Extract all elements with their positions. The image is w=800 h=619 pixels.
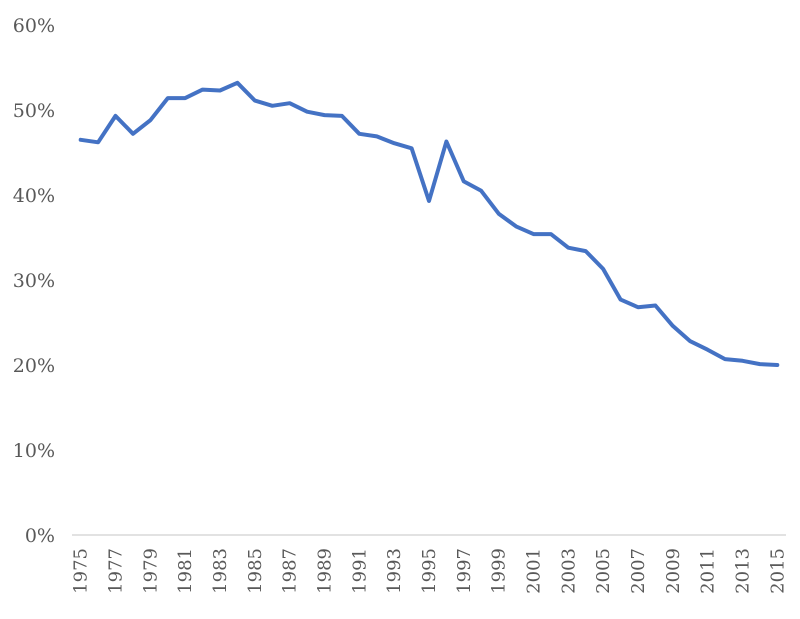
data-point	[96, 140, 100, 144]
data-point	[653, 304, 657, 308]
data-point	[444, 140, 448, 144]
data-point	[427, 199, 431, 203]
y-axis-tick-labels: 0% 10% 20% 30% 40% 50% 60%	[13, 15, 55, 547]
series-layer	[78, 80, 780, 367]
data-point	[532, 232, 536, 236]
data-point	[410, 146, 414, 150]
data-point	[253, 99, 257, 103]
data-point	[375, 134, 379, 138]
data-point	[166, 96, 170, 100]
data-point	[340, 114, 344, 118]
data-point	[619, 298, 623, 302]
data-point	[462, 179, 466, 183]
x-tick-label: 1989	[315, 548, 336, 594]
x-tick-label: 1981	[175, 548, 196, 594]
data-point	[723, 357, 727, 361]
data-point	[114, 114, 118, 118]
x-tick-label: 2005	[593, 548, 614, 594]
data-point	[79, 138, 83, 142]
x-tick-label: 1977	[106, 548, 127, 594]
y-tick-label: 60%	[13, 15, 55, 37]
x-tick-label: 2001	[523, 548, 544, 594]
data-point	[148, 118, 152, 122]
data-point	[566, 246, 570, 250]
data-point	[706, 348, 710, 352]
data-point	[235, 81, 239, 85]
y-tick-label: 30%	[13, 270, 55, 292]
x-tick-label: 2009	[663, 548, 684, 594]
data-point	[636, 305, 640, 309]
x-tick-label: 1975	[71, 548, 92, 594]
data-point	[497, 212, 501, 216]
y-tick-label: 0%	[25, 525, 55, 547]
data-point	[514, 224, 518, 228]
x-tick-label: 2007	[628, 548, 649, 594]
data-point	[601, 267, 605, 271]
data-point	[479, 189, 483, 193]
x-tick-label: 1997	[454, 548, 475, 594]
x-tick-label: 1993	[384, 548, 405, 594]
y-tick-label: 10%	[13, 440, 55, 462]
data-point	[323, 113, 327, 117]
data-point	[131, 132, 135, 136]
y-tick-label: 20%	[13, 355, 55, 377]
data-point	[392, 141, 396, 145]
x-tick-label: 1987	[280, 548, 301, 594]
x-tick-label: 1991	[349, 548, 370, 594]
x-tick-label: 2013	[732, 548, 753, 594]
data-point	[288, 101, 292, 105]
data-point	[671, 324, 675, 328]
data-point	[584, 249, 588, 253]
data-point	[758, 362, 762, 366]
x-tick-label: 2011	[698, 548, 719, 594]
data-point	[305, 110, 309, 114]
x-tick-label: 1985	[245, 548, 266, 594]
data-point	[218, 89, 222, 93]
x-tick-label: 1995	[419, 548, 440, 594]
y-tick-label: 50%	[13, 100, 55, 122]
x-axis-tick-labels: 1975 1977 1979 1981 1983 1985 1987 1989 1991 1993…	[71, 548, 789, 594]
x-tick-label: 1983	[210, 548, 231, 594]
data-point	[201, 88, 205, 92]
x-tick-label: 1979	[140, 548, 161, 594]
data-point	[688, 339, 692, 343]
x-tick-label: 2003	[558, 548, 579, 594]
data-point	[183, 96, 187, 100]
data-point	[549, 232, 553, 236]
data-point	[357, 132, 361, 136]
x-tick-label: 2015	[767, 548, 788, 594]
data-point	[775, 363, 779, 367]
data-point	[270, 104, 274, 108]
x-tick-label: 1999	[489, 548, 510, 594]
data-point	[741, 359, 745, 363]
y-tick-label: 40%	[13, 185, 55, 207]
series-line	[78, 80, 780, 367]
